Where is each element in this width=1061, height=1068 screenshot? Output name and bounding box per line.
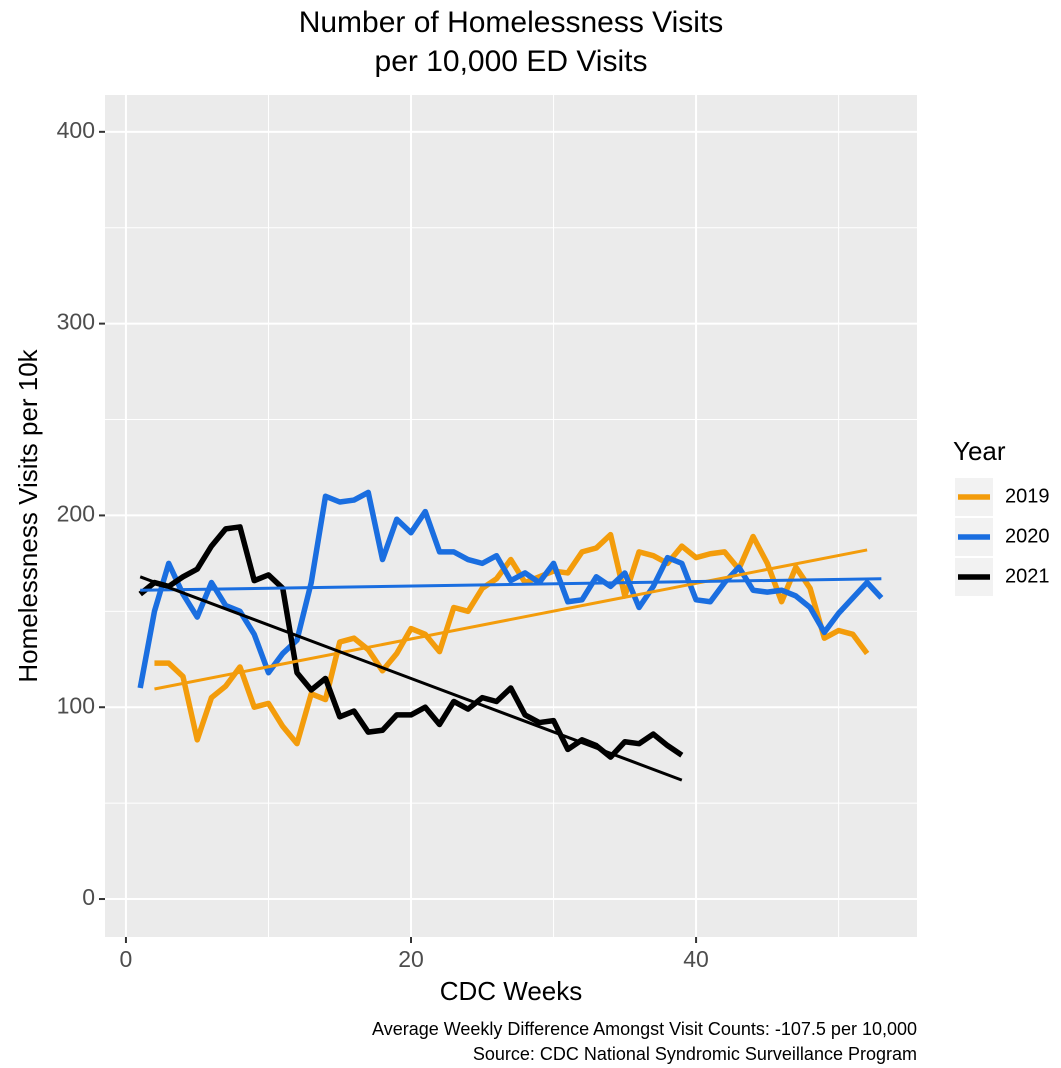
chart-title: Number of Homelessness Visits [299, 6, 724, 39]
caption: Average Weekly Difference Amongst Visit … [372, 1019, 917, 1039]
trend-line [139, 575, 683, 782]
y-tick-label: 400 [57, 117, 95, 143]
trend-line [154, 548, 868, 691]
x-tick-label: 20 [398, 946, 424, 972]
y-tick-label: 200 [57, 501, 95, 527]
y-tick-label: 0 [82, 884, 95, 910]
data-line [137, 489, 884, 689]
legend-label: 2021 [1005, 565, 1050, 587]
chart-title: per 10,000 ED Visits [375, 45, 648, 78]
trend-line [140, 577, 882, 592]
y-tick-label: 100 [57, 692, 95, 718]
legend-label: 2020 [1005, 525, 1050, 547]
x-axis-label: CDC Weeks [440, 976, 583, 1006]
x-tick-label: 0 [120, 946, 133, 972]
data-line [138, 524, 684, 760]
legend-label: 2019 [1005, 485, 1050, 507]
y-tick-label: 300 [57, 309, 95, 335]
x-tick-label: 40 [683, 946, 709, 972]
legend-title: Year [953, 436, 1006, 466]
caption: Source: CDC National Syndromic Surveilla… [473, 1044, 917, 1064]
data-line [154, 531, 870, 747]
y-axis-label: Homelessness Visits per 10k [13, 348, 43, 682]
